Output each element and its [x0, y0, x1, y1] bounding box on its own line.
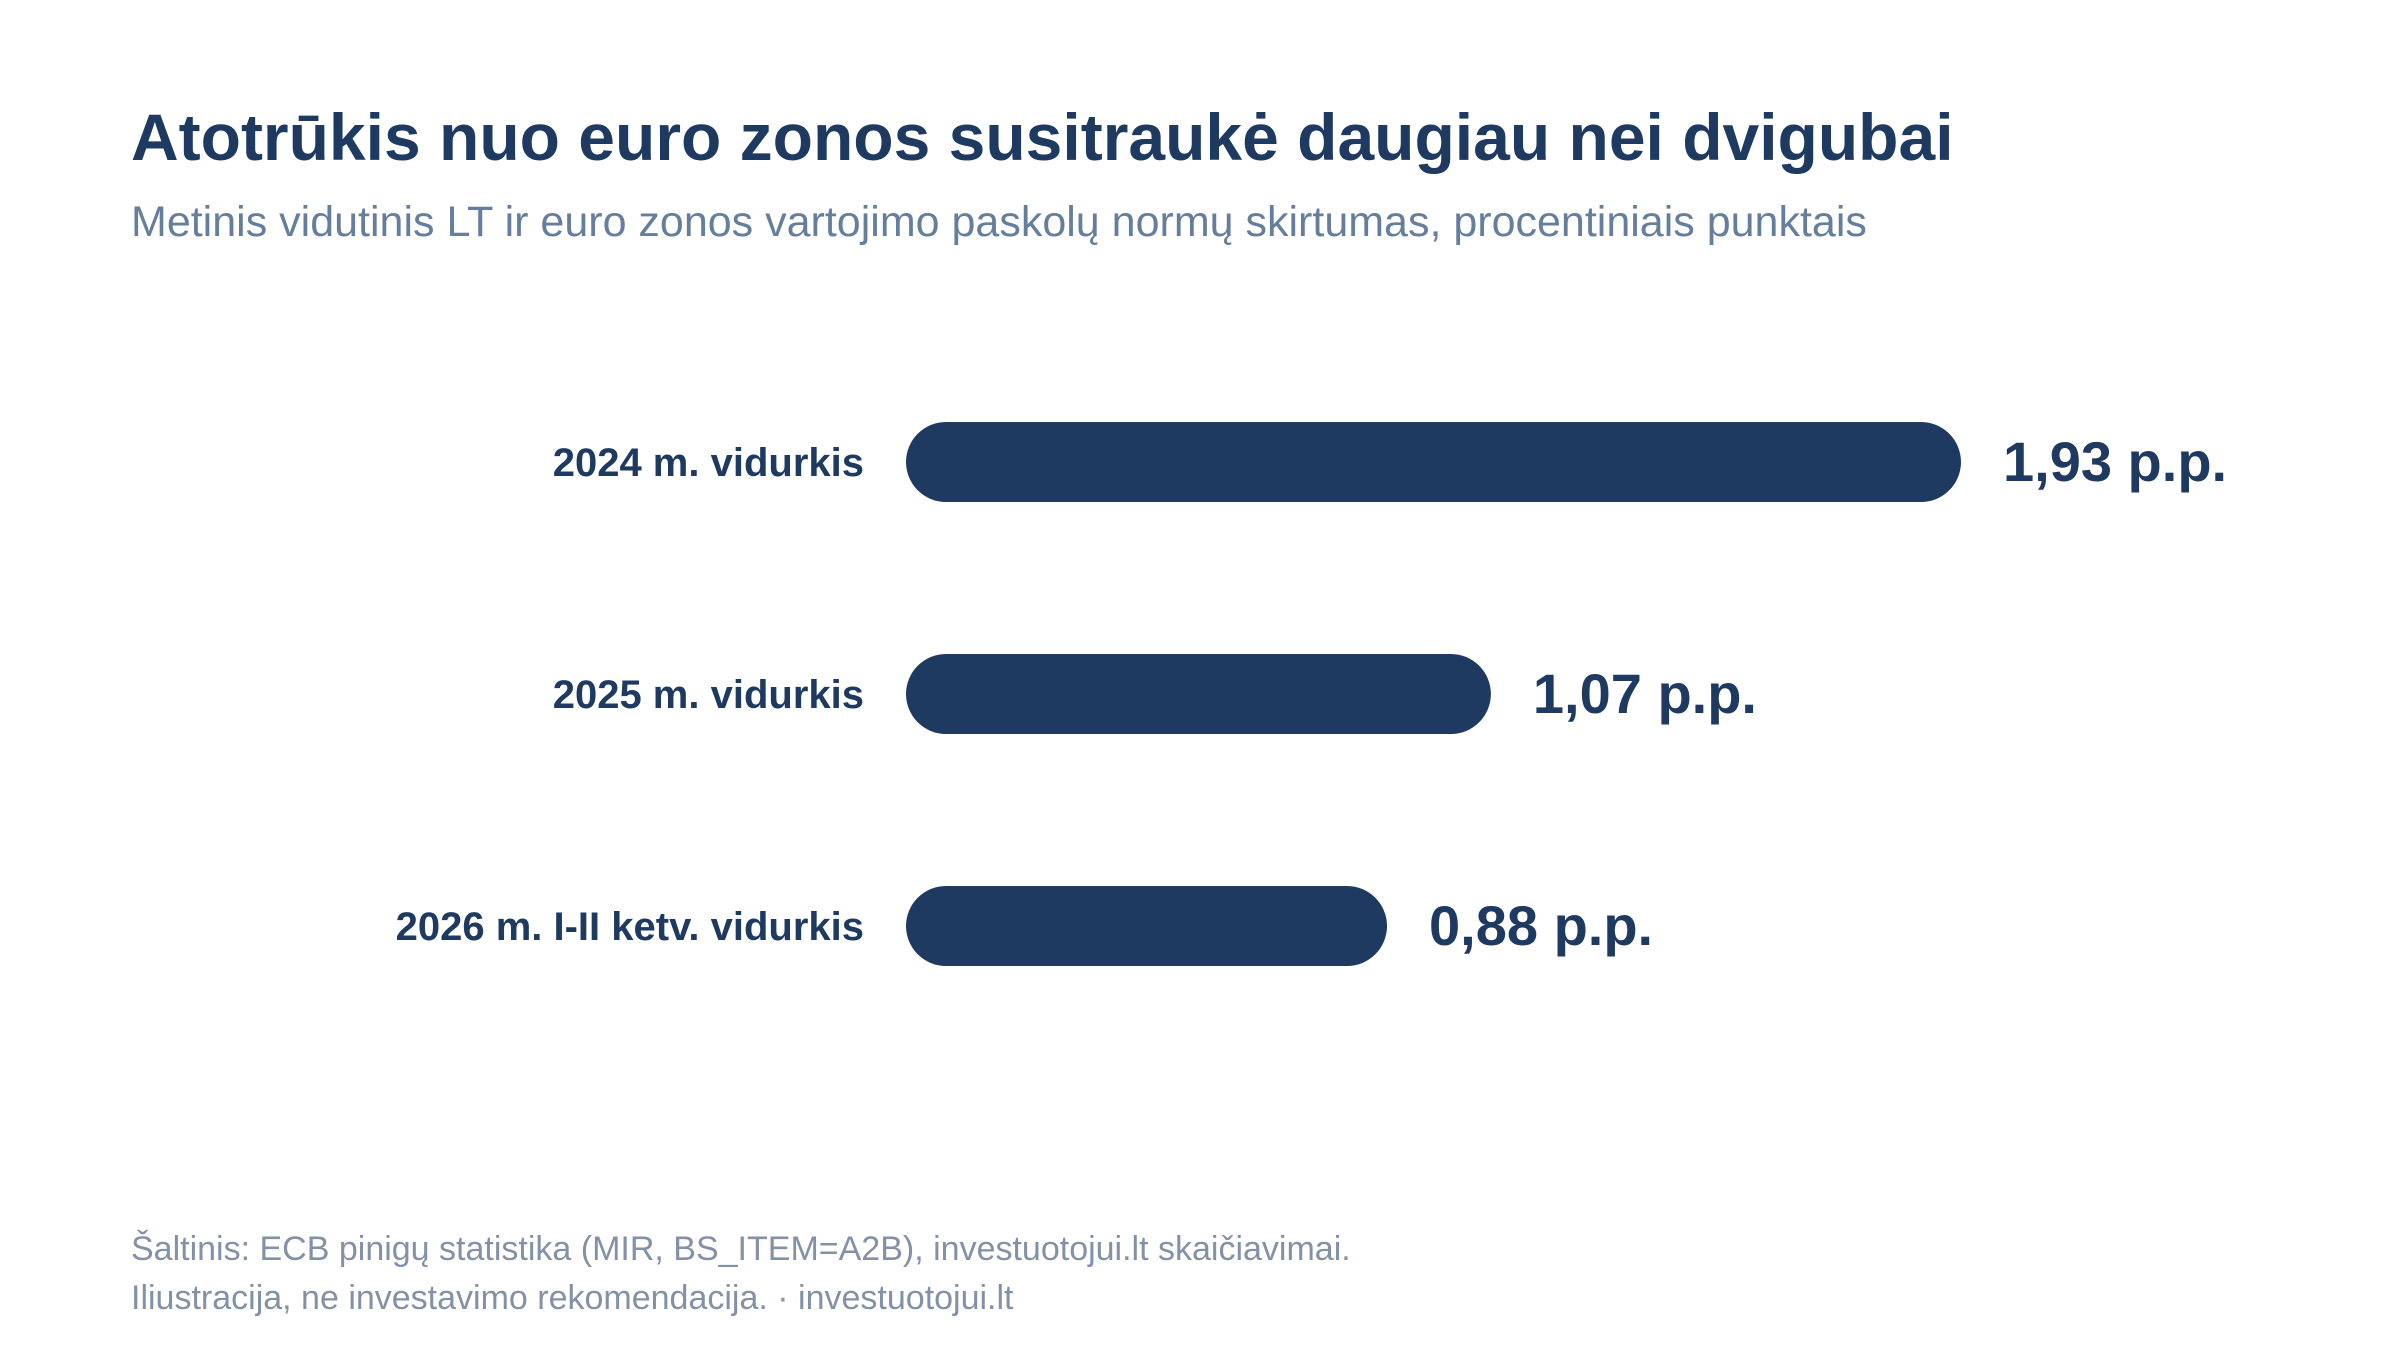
- category-label: 2024 m. vidurkis: [553, 441, 864, 485]
- value-label: 0,88 p.p.: [1429, 894, 1653, 957]
- bar: [906, 886, 1388, 966]
- disclaimer-note: Iliustracija, ne investavimo rekomendaci…: [131, 1279, 1014, 1317]
- value-label: 1,07 p.p.: [1533, 662, 1757, 725]
- category-label: 2025 m. vidurkis: [553, 673, 864, 717]
- category-label: 2026 m. I-II ketv. vidurkis: [396, 905, 864, 949]
- chart-title: Atotrūkis nuo euro zonos susitraukė daug…: [131, 100, 1954, 174]
- bar: [906, 422, 1961, 502]
- bar: [906, 654, 1491, 734]
- chart-subtitle: Metinis vidutinis LT ir euro zonos varto…: [131, 198, 1867, 246]
- source-note: Šaltinis: ECB pinigų statistika (MIR, BS…: [131, 1230, 1351, 1268]
- value-label: 1,93 p.p.: [2003, 430, 2227, 493]
